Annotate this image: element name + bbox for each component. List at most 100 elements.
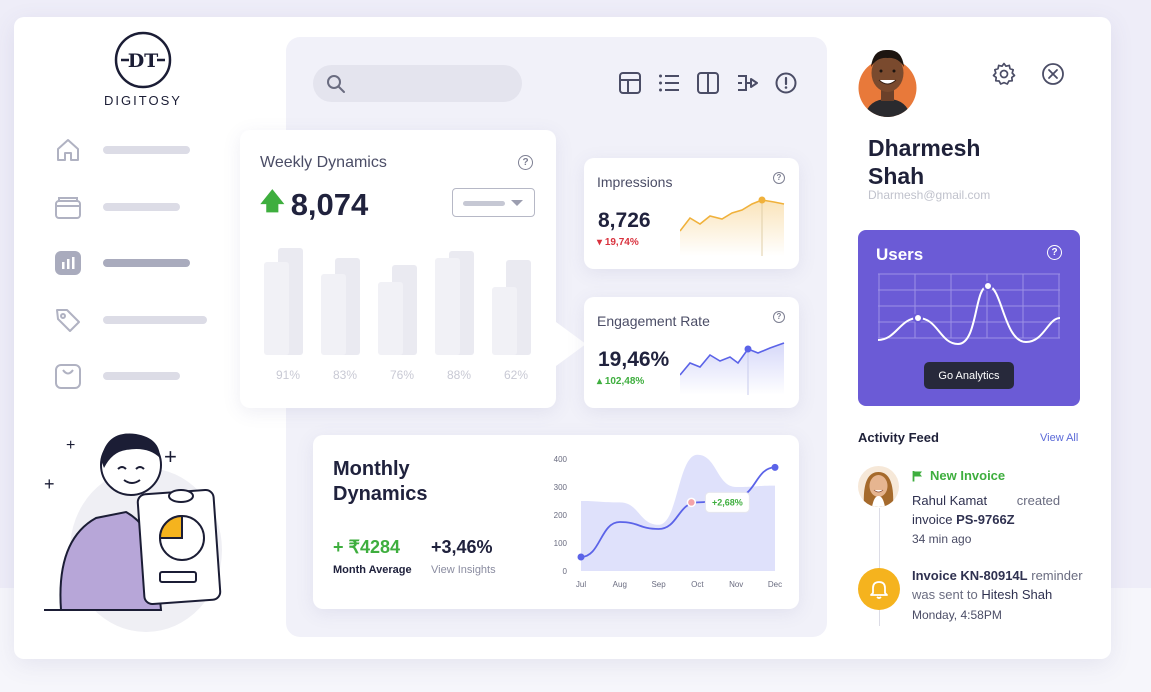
sidebar-item-label xyxy=(103,146,190,154)
insight-value: +3,46% xyxy=(431,537,493,557)
weekly-bar[interactable] xyxy=(435,245,475,355)
y-tick-label: 100 xyxy=(554,539,568,548)
weekly-bar[interactable] xyxy=(321,245,361,355)
impressions-delta-value: 19,74% xyxy=(604,237,639,248)
x-tick-label: Oct xyxy=(691,580,704,589)
help-icon[interactable]: ? xyxy=(1047,245,1062,260)
help-icon[interactable]: ? xyxy=(518,155,533,170)
shopping-bag-icon xyxy=(54,362,82,390)
users-wave-chart xyxy=(878,273,1060,346)
activity-feed-title: Activity Feed xyxy=(858,430,939,445)
weekly-bar-front xyxy=(378,282,403,355)
sidebar-item-label xyxy=(103,372,180,380)
engagement-delta-value: 102,48% xyxy=(604,376,645,387)
feed-action: created xyxy=(1016,493,1061,508)
svg-text:DT: DT xyxy=(128,50,159,72)
settings-gear-icon[interactable] xyxy=(991,61,1017,87)
y-tick-label: 0 xyxy=(563,567,568,576)
sidebar-item-wallet[interactable] xyxy=(54,193,180,221)
search-icon xyxy=(327,75,345,93)
feed-item-text: Rahul Kamat created invoice PS-9766Z xyxy=(912,491,1077,529)
engagement-sparkline xyxy=(680,342,785,395)
caret-up-icon: ▴ xyxy=(597,376,603,387)
view-insights-stat[interactable]: +3,46% View Insights xyxy=(431,537,496,576)
x-tick-label: Jul xyxy=(576,580,586,589)
feed-user-name[interactable]: Hitesh Shah xyxy=(981,587,1053,602)
grid-icon[interactable] xyxy=(617,70,643,96)
period-dropdown[interactable] xyxy=(452,188,535,217)
impressions-card[interactable]: Impressions ? 8,726 ▾ 19,74% xyxy=(584,158,799,269)
weekly-bar-label: 88% xyxy=(446,368,472,382)
impressions-title: Impressions xyxy=(597,174,673,190)
weekly-bar[interactable] xyxy=(378,245,418,355)
background-area xyxy=(581,454,775,571)
weekly-bar-label: 91% xyxy=(275,368,301,382)
feed-prefix: was sent to xyxy=(912,587,978,602)
data-point xyxy=(686,497,697,508)
x-tick-label: Aug xyxy=(613,580,627,589)
svg-text:+: + xyxy=(164,444,177,469)
feed-user-name[interactable]: Rahul Kamat xyxy=(912,493,988,508)
avatar xyxy=(858,568,900,610)
avatar[interactable] xyxy=(858,47,917,118)
y-tick-label: 400 xyxy=(554,455,568,464)
weekly-value: 🡅 8,074 xyxy=(260,184,368,225)
sidebar-item-label xyxy=(103,316,207,324)
feed-prefix: invoice xyxy=(912,512,953,527)
weekly-bar-front xyxy=(321,273,346,355)
svg-text:+: + xyxy=(44,474,55,494)
close-icon[interactable] xyxy=(1040,61,1066,87)
feed-invoice-id[interactable]: PS-9766Z xyxy=(956,512,1015,527)
sidebar-item-tags[interactable] xyxy=(54,306,207,334)
feed-item-text: Invoice KN-80914L reminder was sent to H… xyxy=(912,566,1097,604)
sidebar-item-analytics[interactable] xyxy=(54,249,190,277)
weekly-bar-label: 62% xyxy=(503,368,529,382)
brand-logo[interactable]: DT DIGITOSY xyxy=(104,30,182,108)
columns-icon[interactable] xyxy=(695,70,721,96)
monthly-title: Monthly Dynamics xyxy=(333,458,428,505)
weekly-bar[interactable] xyxy=(492,245,532,355)
weekly-bar-front xyxy=(435,258,460,355)
weekly-bar[interactable] xyxy=(264,245,304,355)
weekly-dynamics-card: Weekly Dynamics ? 🡅 8,074 91% 83% 76% 88% 62… xyxy=(240,130,556,408)
list-icon[interactable] xyxy=(656,70,682,96)
y-tick-label: 300 xyxy=(554,483,568,492)
engagement-rate-card[interactable]: Engagement Rate ? 19,46% ▴ 102,48% xyxy=(584,297,799,408)
impressions-value: 8,726 xyxy=(598,209,651,232)
impressions-sparkline xyxy=(680,196,785,256)
x-tick-label: Dec xyxy=(768,580,782,589)
card-pointer xyxy=(556,322,586,366)
info-icon[interactable] xyxy=(773,70,799,96)
flow-icon[interactable] xyxy=(734,70,760,96)
timeline-divider xyxy=(879,508,880,626)
home-icon xyxy=(54,136,82,164)
weekly-title: Weekly Dynamics xyxy=(260,154,387,171)
caret-down-icon: ▾ xyxy=(597,237,603,248)
engagement-value: 19,46% xyxy=(598,348,670,371)
weekly-bar-label: 83% xyxy=(332,368,358,382)
view-insights-link[interactable]: View Insights xyxy=(431,564,496,576)
feed-timestamp: Monday, 4:58PM xyxy=(912,608,1002,622)
logo-monogram-icon: DT xyxy=(114,31,172,89)
profile-email: Dharmesh@gmail.com xyxy=(868,188,991,202)
brand-name: DIGITOSY xyxy=(104,93,182,108)
go-analytics-button[interactable]: Go Analytics xyxy=(924,362,1014,389)
sidebar-item-shop[interactable] xyxy=(54,362,180,390)
engagement-title: Engagement Rate xyxy=(597,313,710,329)
weekly-value-text: 8,074 xyxy=(290,186,369,222)
monthly-line-chart: 0 100 200 300 400 +2,68% Jul Aug Sep Oct Nov Dec xyxy=(554,454,782,589)
view-toolbar xyxy=(617,70,799,96)
help-icon[interactable]: ? xyxy=(773,311,785,323)
impressions-delta: ▾ 19,74% xyxy=(597,237,639,248)
sidebar-item-home[interactable] xyxy=(54,136,190,164)
view-all-link[interactable]: View All xyxy=(1040,432,1079,444)
users-card: Users ? Go Analytics xyxy=(858,230,1080,406)
weekly-bar-front xyxy=(264,261,289,355)
search-input[interactable] xyxy=(313,65,522,102)
engagement-delta: ▴ 102,48% xyxy=(597,376,644,387)
avatar[interactable] xyxy=(858,466,899,507)
help-icon[interactable]: ? xyxy=(773,172,785,184)
feed-invoice-id[interactable]: Invoice KN-80914L xyxy=(912,568,1028,583)
x-tick-label: Sep xyxy=(651,580,666,589)
tooltip-value: +2,68% xyxy=(712,497,743,507)
